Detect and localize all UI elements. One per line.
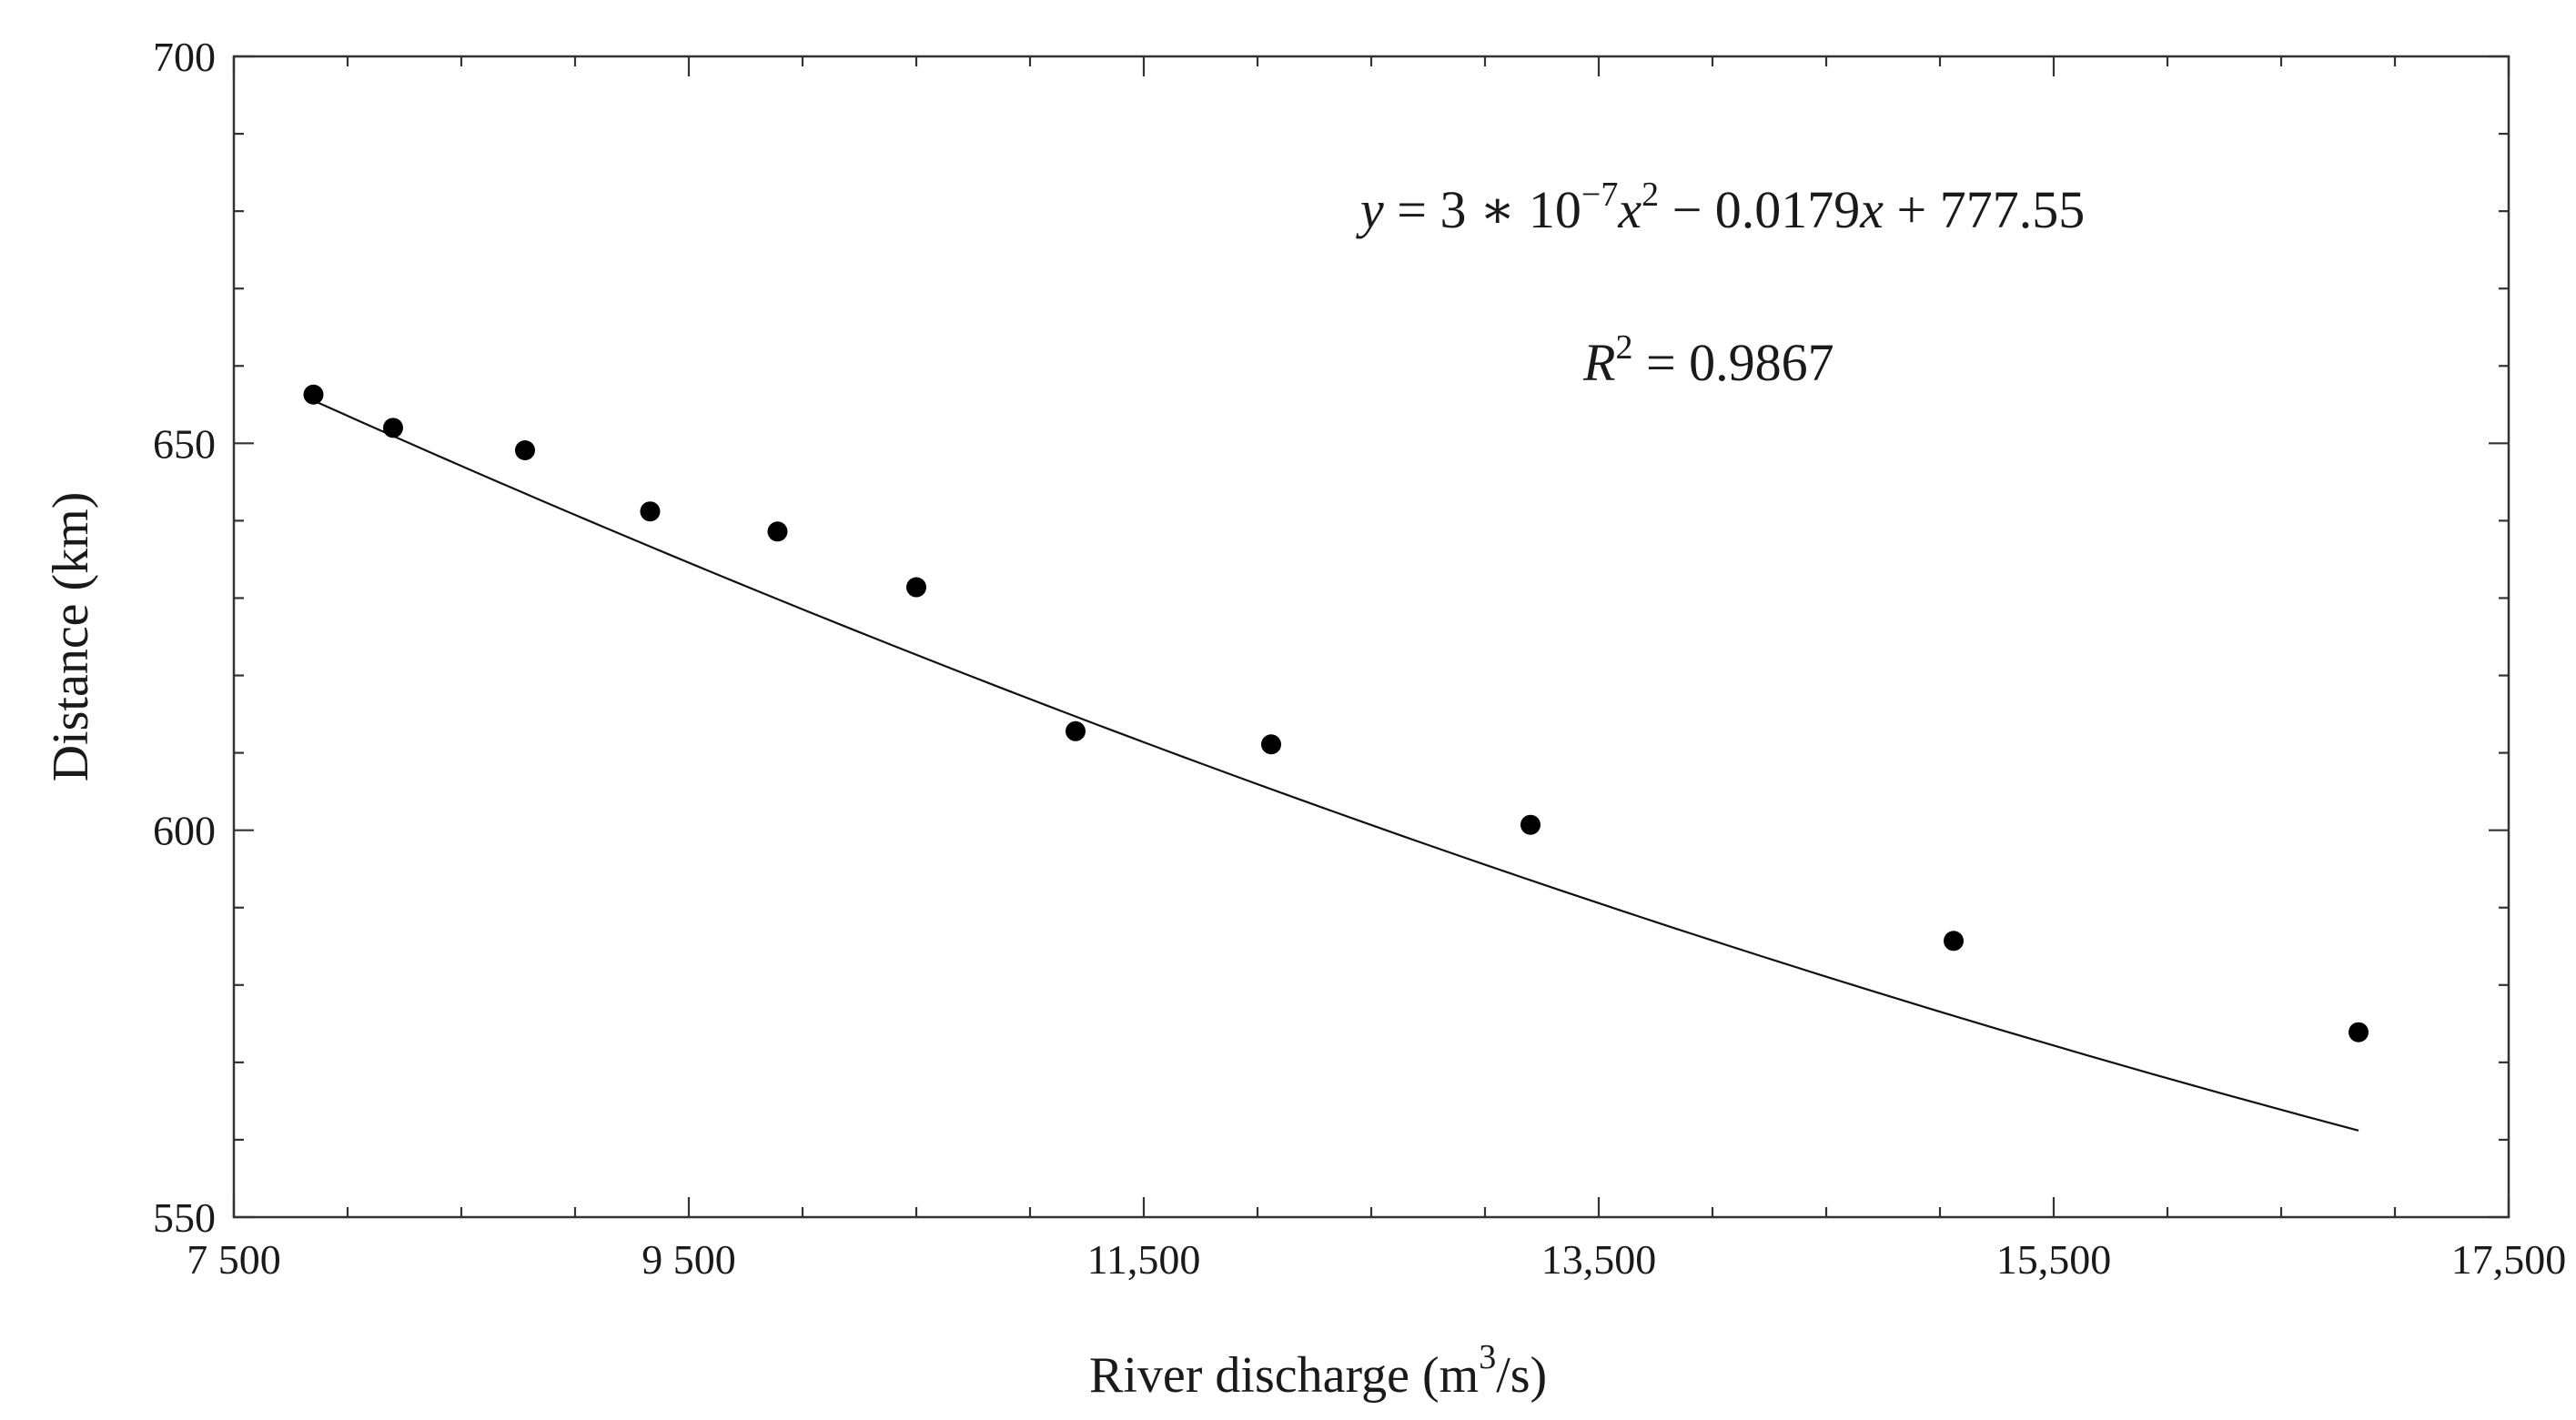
data-point xyxy=(767,521,788,542)
data-point xyxy=(515,439,535,460)
x-tick-label: 7 500 xyxy=(187,1236,281,1283)
equation-annotation: y = 3 ∗ 10−7x2 − 0.0179x + 777.55 xyxy=(1356,176,2085,239)
data-point xyxy=(383,418,403,438)
data-point xyxy=(640,501,661,522)
data-points xyxy=(303,384,2369,1042)
x-tick-label: 17,500 xyxy=(2451,1236,2567,1283)
axis-ticks xyxy=(232,55,2510,1219)
data-point xyxy=(303,384,324,405)
x-axis-label: River discharge (m3/s) xyxy=(1089,1338,1547,1404)
fit-curve xyxy=(313,399,2359,1132)
data-point xyxy=(2349,1022,2369,1042)
data-point xyxy=(1261,734,1281,755)
x-tick-label: 13,500 xyxy=(1541,1236,1657,1283)
y-tick-label: 550 xyxy=(153,1194,216,1241)
y-tick-labels: 550 600 650 700 xyxy=(153,34,216,1241)
x-tick-label: 15,500 xyxy=(1996,1236,2112,1283)
data-point xyxy=(1944,931,1964,952)
data-point xyxy=(1520,814,1541,835)
y-axis-label: Distance (km) xyxy=(43,492,99,782)
y-tick-label: 700 xyxy=(153,34,216,80)
data-point xyxy=(906,577,926,598)
x-tick-label: 11,500 xyxy=(1087,1236,1201,1283)
x-tick-labels: 7 500 9 500 11,500 13,500 15,500 17,500 xyxy=(187,1236,2566,1283)
y-tick-label: 650 xyxy=(153,420,216,467)
x-tick-label: 9 500 xyxy=(641,1236,736,1283)
y-tick-label: 600 xyxy=(153,808,216,854)
r-squared-annotation: R2 = 0.9867 xyxy=(1582,328,1834,392)
data-point xyxy=(1066,720,1086,741)
